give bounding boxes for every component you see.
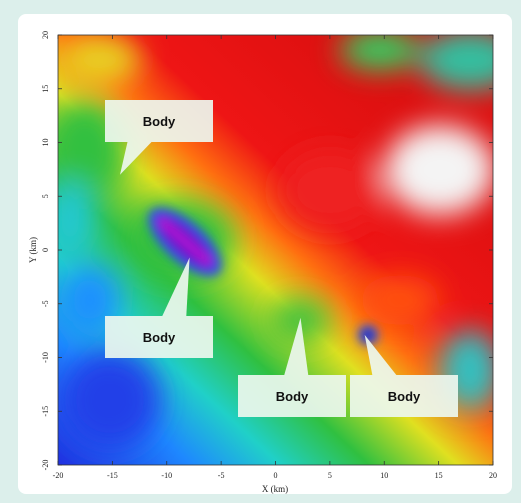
x-tick-label: 15 [435, 471, 443, 480]
y-tick-label: 15 [41, 85, 50, 93]
y-tick-label: 10 [41, 139, 50, 147]
y-tick-label: -20 [41, 460, 50, 471]
x-tick-label: -10 [161, 471, 172, 480]
x-tick-label: 10 [380, 471, 388, 480]
y-tick-label: 5 [41, 194, 50, 198]
x-tick-label: -15 [107, 471, 118, 480]
x-tick-label: 5 [328, 471, 332, 480]
callout-tail [364, 334, 397, 375]
callout-box [105, 100, 213, 142]
callout-label: Body [388, 389, 421, 404]
callout-box [350, 375, 458, 417]
x-tick-label: 0 [274, 471, 278, 480]
callout-tail [284, 317, 309, 375]
y-tick-label: 20 [41, 31, 50, 39]
callout-tail [162, 257, 190, 316]
x-axis-label: X (km) [262, 484, 288, 494]
callout-tail [119, 142, 152, 175]
y-tick-label: -10 [41, 352, 50, 363]
y-axis-label: Y (km) [28, 237, 38, 263]
x-tick-label: 20 [489, 471, 497, 480]
callout-label: Body [143, 114, 176, 129]
y-tick-label: -15 [41, 406, 50, 417]
y-tick-label: -5 [41, 300, 50, 307]
x-tick-label: -20 [53, 471, 64, 480]
x-tick-label: -5 [218, 471, 225, 480]
callout-label: Body [143, 330, 176, 345]
y-tick-label: 0 [41, 248, 50, 252]
callout-box [105, 316, 213, 358]
callout-box [238, 375, 346, 417]
callout-label: Body [276, 389, 309, 404]
